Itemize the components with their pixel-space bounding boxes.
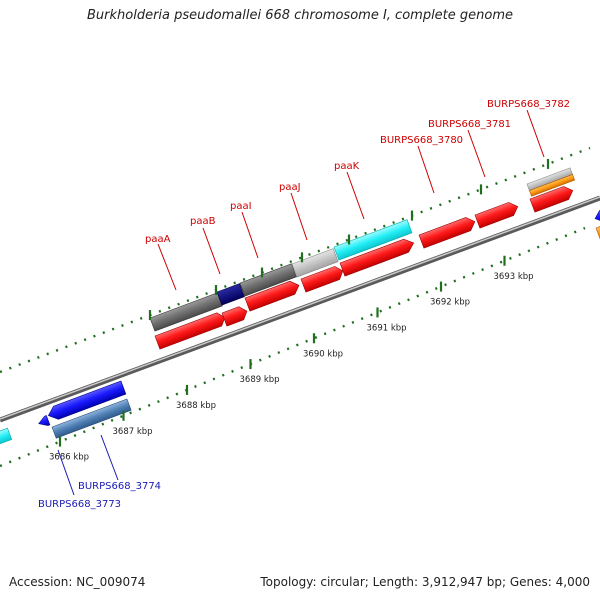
topology-text: Topology: circular; Length: 3,912,947 bp… (260, 575, 590, 589)
label-BURPS668_3781: BURPS668_3781 (428, 119, 511, 130)
label-BURPS668_3773: BURPS668_3773 (38, 499, 121, 510)
gene-arrow-red-3[interactable] (244, 279, 301, 312)
scale-tick-label: 3689 kbp (240, 375, 280, 385)
gene-arrow-red-2[interactable] (221, 305, 249, 327)
gene-BURPS668_3780[interactable] (418, 215, 477, 249)
label-paaB: paaB (190, 216, 216, 227)
label-paaK: paaK (334, 161, 360, 172)
gene-partial-cyan-left[interactable] (0, 427, 13, 445)
label-paaA: paaA (145, 234, 171, 245)
gene-label-paaB: paaB (190, 216, 221, 275)
accession-text: Accession: NC_009074 (9, 575, 146, 589)
map-title: Burkholderia pseudomallei 668 chromosome… (86, 8, 514, 23)
label-paaJ: paaJ (279, 182, 301, 193)
gene-label-paaK: paaK (334, 161, 365, 220)
gene-paaJ[interactable] (291, 248, 339, 278)
gene-arrow-red-5[interactable] (339, 236, 416, 277)
gene-arrow-red-6[interactable] (529, 184, 575, 213)
scale-tick-labels: 3686 kbp 3687 kbp 3688 kbp 3689 kbp 3690 kbp… (49, 272, 534, 463)
gene-BURPS668_3782[interactable] (526, 167, 576, 197)
label-paaI: paaI (230, 201, 252, 212)
gene-arrow-red-4[interactable] (300, 264, 345, 293)
gene-arrow-red-1[interactable] (154, 311, 227, 350)
gene-label-BURPS668_3773: BURPS668_3773 (38, 449, 121, 510)
gene-paaK[interactable] (333, 219, 413, 261)
scale-major-ticks (58, 158, 550, 447)
scale-tick-label: 3691 kbp (367, 323, 407, 333)
label-BURPS668_3780: BURPS668_3780 (380, 135, 463, 146)
gene-partial-blue-right[interactable] (593, 205, 600, 224)
scale-tick-label: 3690 kbp (303, 349, 343, 359)
gene-label-BURPS668_3782: BURPS668_3782 (487, 99, 570, 158)
label-BURPS668_3774: BURPS668_3774 (78, 481, 161, 492)
gene-BURPS668_3774[interactable] (46, 380, 127, 422)
gene-label-BURPS668_3774: BURPS668_3774 (78, 434, 161, 492)
gene-label-paaA: paaA (145, 234, 177, 291)
gene-arrow-blue-small[interactable] (37, 415, 51, 428)
chromosome-backbone (0, 195, 600, 423)
gene-BURPS668_3781[interactable] (474, 200, 520, 229)
gene-label-BURPS668_3781: BURPS668_3781 (428, 119, 511, 178)
gene-paaI[interactable] (239, 263, 297, 297)
gene-paaB[interactable] (216, 283, 245, 306)
gene-label-paaI: paaI (230, 201, 259, 259)
gene-partial-orange-right[interactable] (595, 223, 600, 240)
gene-label-paaJ: paaJ (279, 182, 308, 241)
scale-tick-label: 3686 kbp (49, 453, 89, 463)
scale-tick-label: 3687 kbp (113, 427, 153, 437)
gene-label-BURPS668_3780: BURPS668_3780 (380, 135, 463, 194)
scale-tick-label: 3692 kbp (430, 298, 470, 308)
gene-BURPS668_3773[interactable] (51, 398, 132, 439)
label-BURPS668_3782: BURPS668_3782 (487, 99, 570, 110)
scale-tick-label: 3688 kbp (176, 401, 216, 411)
scale-tick-label: 3693 kbp (494, 272, 534, 282)
